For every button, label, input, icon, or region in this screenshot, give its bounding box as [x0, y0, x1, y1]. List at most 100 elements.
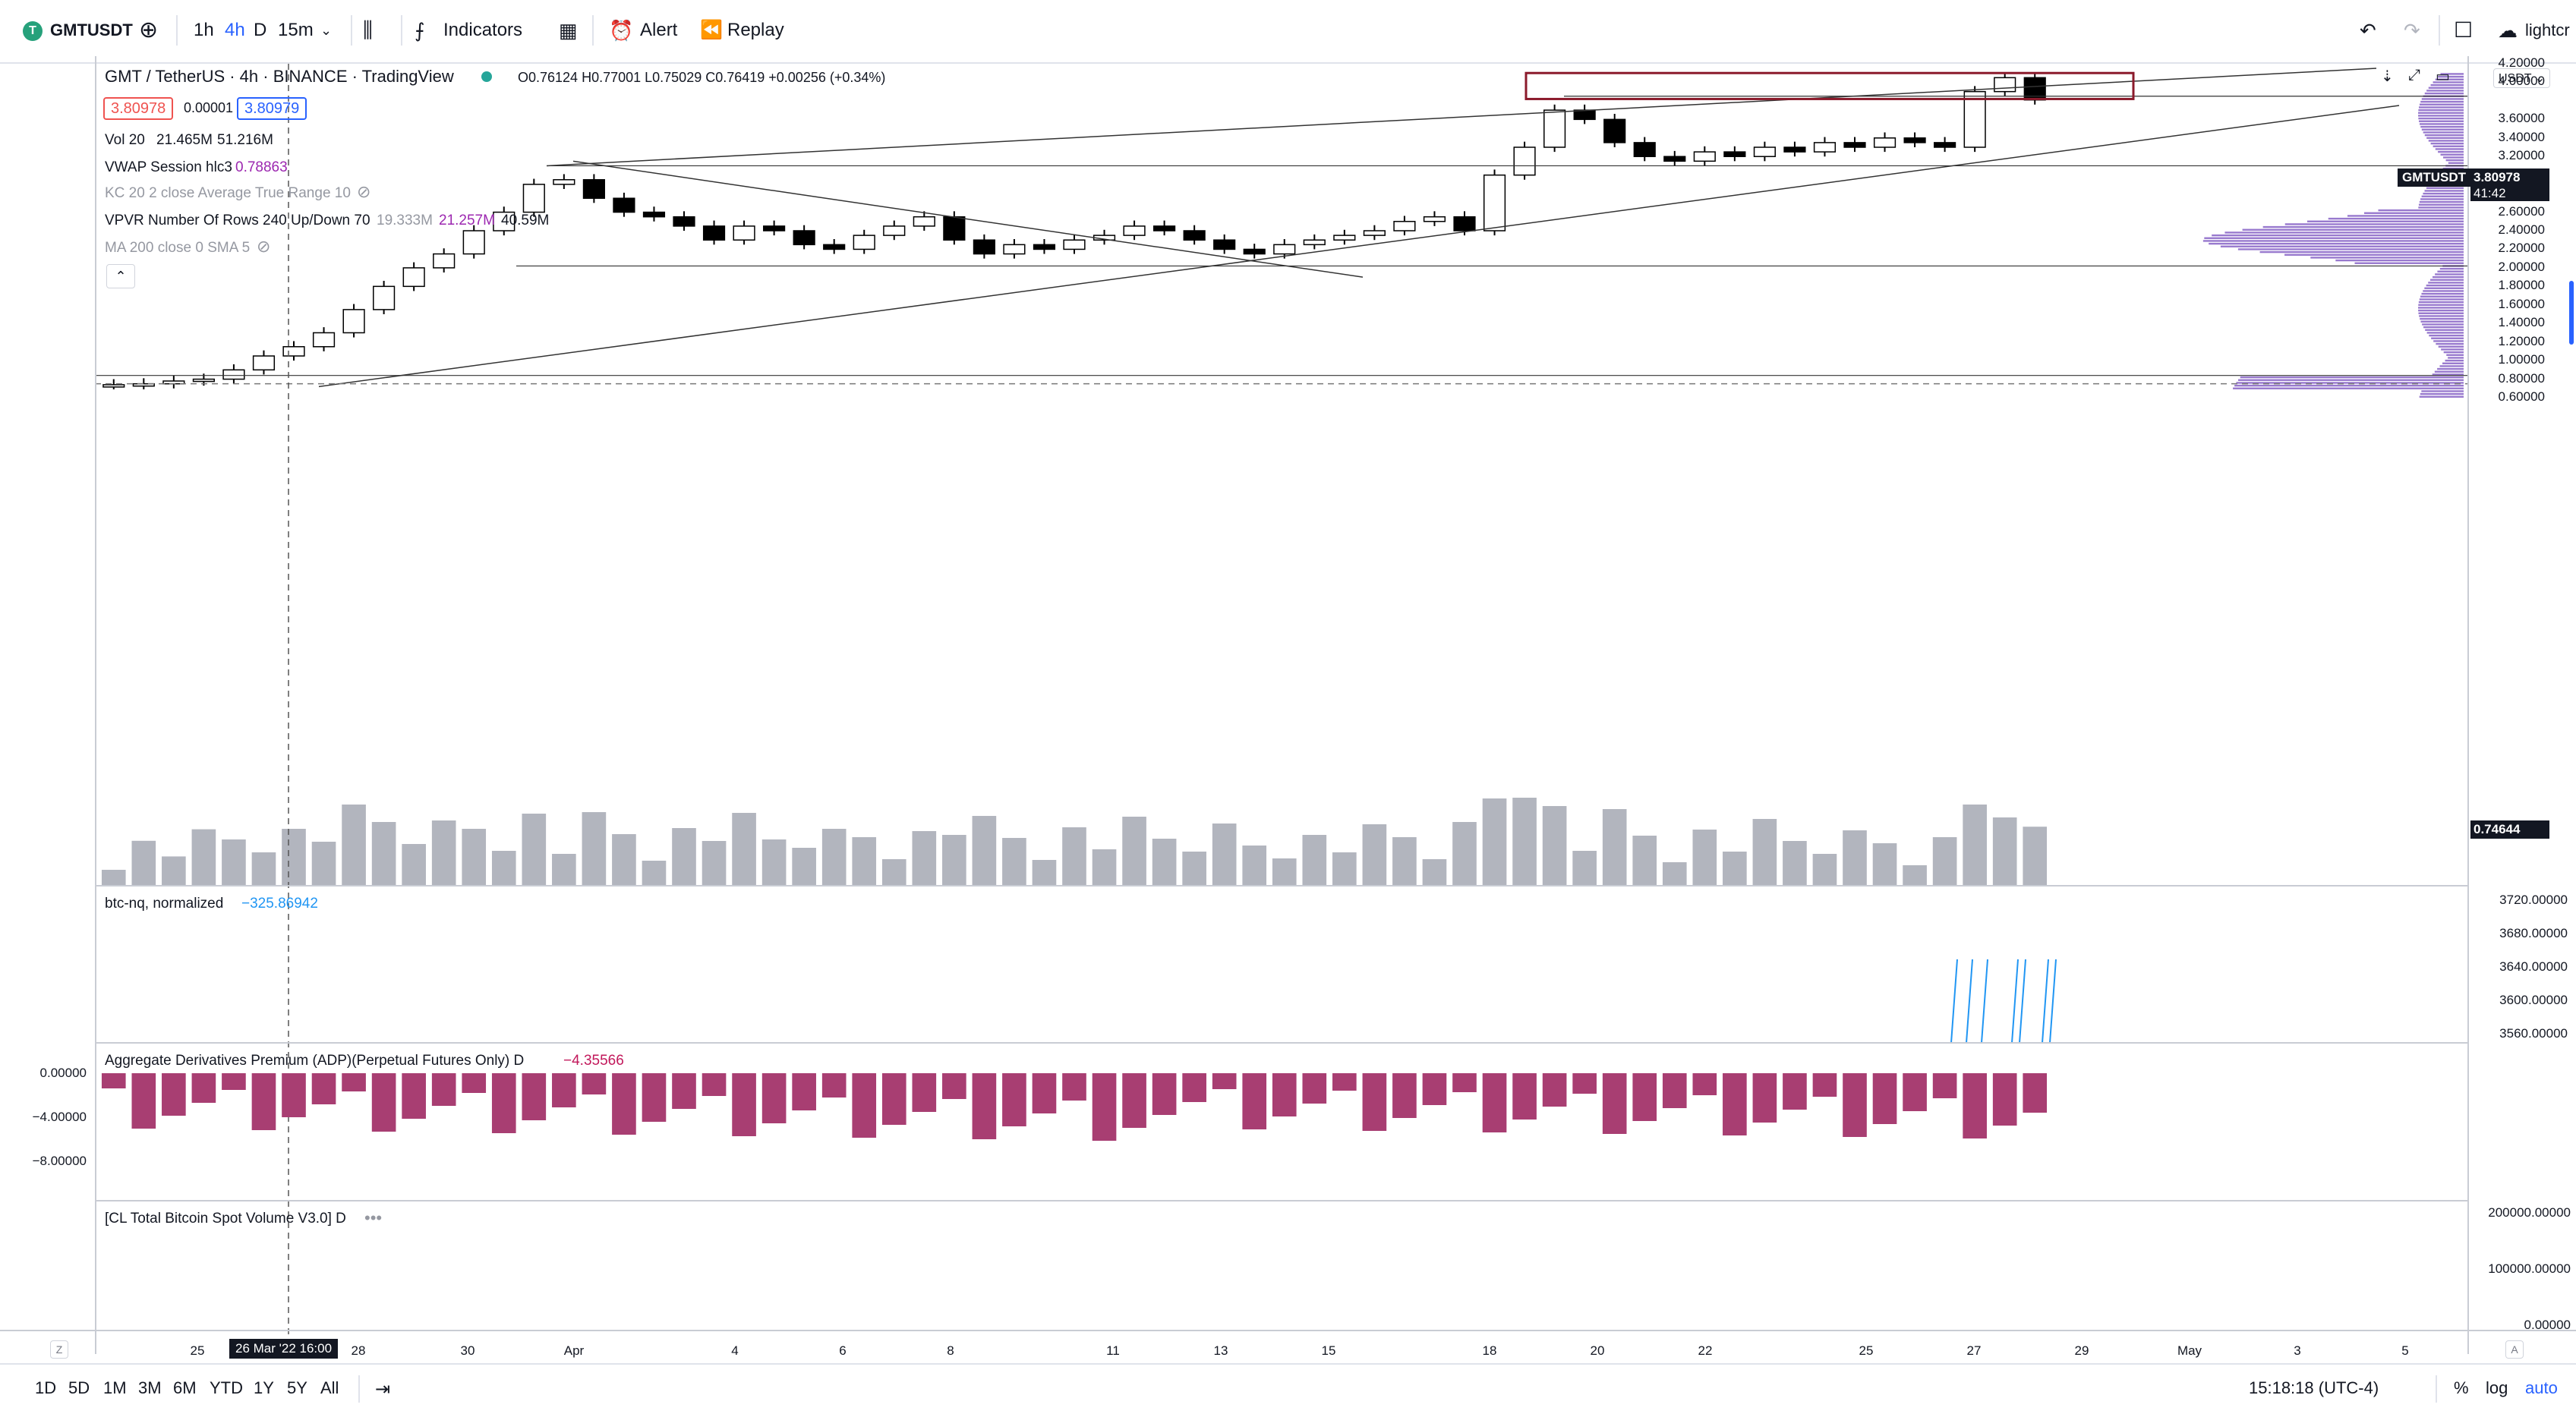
account-label[interactable]: lightcr: [2525, 20, 2570, 39]
price-tick-label: 3.20000: [2498, 148, 2545, 163]
volume-bar: [222, 839, 246, 885]
bid-price-tag[interactable]: 3.80978: [103, 97, 174, 120]
auto-scale-button[interactable]: A: [2505, 1340, 2524, 1359]
layouts-grid-icon[interactable]: ▦: [559, 19, 578, 42]
interval-15m[interactable]: 15m: [278, 20, 314, 40]
adp-label[interactable]: Aggregate Derivatives Premium (ADP)(Perp…: [105, 1053, 525, 1069]
adp-bar: [1512, 1073, 1537, 1120]
vpvr-row: [2438, 75, 2464, 78]
vpvr-label[interactable]: VPVR Number Of Rows 240 Up/Down 70: [105, 213, 370, 228]
interval-1h[interactable]: 1h: [194, 20, 214, 40]
vpvr-row: [2448, 357, 2464, 359]
volume-bar: [1482, 798, 1507, 885]
redo-icon[interactable]: ↷: [2404, 19, 2420, 42]
btc-nq-label[interactable]: btc-nq, normalized: [105, 896, 224, 912]
compare-add-icon[interactable]: ⊕: [139, 17, 159, 43]
adp-bar: [1662, 1073, 1687, 1108]
pane-separator[interactable]: [95, 1042, 2467, 1044]
range-ytd[interactable]: YTD: [210, 1378, 243, 1397]
price-tick-label: 1.00000: [2498, 352, 2545, 367]
price-tick-label: 0.80000: [2498, 370, 2545, 386]
ask-price-tag[interactable]: 3.80979: [237, 97, 307, 120]
auto-scale-toggle[interactable]: auto: [2525, 1378, 2558, 1397]
chart-canvas[interactable]: [0, 64, 2576, 1354]
candle-body: [613, 197, 635, 213]
candle-body: [1423, 216, 1446, 222]
chart-type-candles-icon[interactable]: ⫼: [363, 18, 373, 42]
undo-icon[interactable]: ↶: [2360, 19, 2376, 42]
volume-bar: [1572, 851, 1597, 885]
vpvr-row: [2434, 370, 2464, 373]
vwap-label[interactable]: VWAP Session hlc3: [105, 159, 232, 175]
maximize-pane-icon[interactable]: ⤢: [2408, 67, 2420, 83]
range-5d[interactable]: 5D: [68, 1378, 90, 1397]
replay-icon[interactable]: ⏪: [700, 20, 723, 40]
scroll-down-icon[interactable]: ⇣: [2381, 68, 2394, 85]
kc-label[interactable]: KC 20 2 close Average True Range 10: [105, 185, 351, 201]
zoom-reset-button[interactable]: Z: [50, 1340, 68, 1359]
symbol-search[interactable]: GMTUSDT: [50, 20, 133, 39]
cl-label[interactable]: [CL Total Bitcoin Spot Volume V3.0] D: [105, 1211, 346, 1227]
pane-separator[interactable]: [95, 1200, 2467, 1201]
vol-label[interactable]: Vol 20: [105, 132, 145, 148]
vpvr-row: [2424, 134, 2464, 137]
pane-separator[interactable]: [95, 885, 2467, 887]
candle-body: [1934, 142, 1956, 148]
vpvr-row: [2233, 387, 2464, 389]
range-6m[interactable]: 6M: [173, 1378, 197, 1397]
currency-selector[interactable]: USDT ⌄: [2493, 68, 2551, 88]
interval-dropdown-chevron-icon[interactable]: ⌄: [320, 23, 333, 38]
volume-bar: [1783, 841, 1807, 885]
fullscreen-icon[interactable]: ☐: [2454, 18, 2474, 42]
percent-scale-toggle[interactable]: %: [2454, 1378, 2469, 1397]
interval-4h[interactable]: 4h: [225, 20, 245, 40]
cloud-icon[interactable]: ☁: [2498, 19, 2518, 42]
range-1y[interactable]: 1Y: [254, 1378, 274, 1397]
replay-button[interactable]: Replay: [727, 20, 784, 40]
pane-settings-icon[interactable]: ▭: [2436, 68, 2450, 85]
hidden-eye-icon[interactable]: ⊘: [257, 237, 271, 256]
scrollbar-thumb[interactable]: [2569, 281, 2574, 345]
go-to-date-icon[interactable]: ⇥: [375, 1379, 391, 1400]
price-tick-label: 1.80000: [2498, 278, 2545, 293]
range-5y[interactable]: 5Y: [287, 1378, 307, 1397]
more-options-icon[interactable]: •••: [364, 1208, 383, 1227]
alert-clock-icon[interactable]: ⏰: [609, 19, 634, 42]
hidden-eye-icon[interactable]: ⊘: [357, 182, 371, 201]
clock-timezone[interactable]: 15:18:18 (UTC-4): [2249, 1378, 2379, 1397]
range-1m[interactable]: 1M: [103, 1378, 127, 1397]
volume-bar: [282, 829, 306, 885]
collapse-legend-chevron-icon[interactable]: ⌃: [106, 264, 135, 288]
vpvr-row: [2423, 290, 2464, 292]
range-1d[interactable]: 1D: [35, 1378, 57, 1397]
log-scale-toggle[interactable]: log: [2486, 1378, 2508, 1397]
candle-body: [1723, 151, 1746, 157]
ma-label[interactable]: MA 200 close 0 SMA 5: [105, 240, 251, 256]
vwap-price-tag: 0.74644: [2470, 820, 2549, 839]
btc-nq-line: [1950, 959, 2057, 1044]
adp-bar: [431, 1073, 456, 1106]
candle-body: [1273, 244, 1296, 255]
interval-d[interactable]: D: [254, 20, 267, 40]
vpvr-row: [2209, 242, 2464, 245]
adp-bar: [582, 1073, 607, 1094]
adp-bar: [342, 1073, 366, 1091]
adp-bar: [1632, 1073, 1657, 1121]
range-3m[interactable]: 3M: [138, 1378, 162, 1397]
vpvr-row: [2418, 304, 2464, 306]
crosshair-time-label: 26 Mar '22 16:00: [229, 1339, 339, 1359]
indicators-button[interactable]: Indicators: [443, 20, 523, 40]
candle-body: [1003, 244, 1026, 255]
alert-button[interactable]: Alert: [640, 20, 678, 40]
adp-bar: [1152, 1073, 1177, 1115]
vpvr-row: [2419, 106, 2464, 109]
price-tick-label: 4.00000: [2498, 74, 2545, 89]
range-all[interactable]: All: [320, 1378, 339, 1397]
volume-bar: [1272, 858, 1297, 885]
top-toolbar: T GMTUSDT ⊕ 1h 4h D 15m ⌄ ⫼ ⨍ Indicators…: [0, 0, 2576, 64]
vpvr-row: [2432, 276, 2464, 279]
candle-body: [1333, 235, 1356, 241]
indicators-icon[interactable]: ⨍: [415, 19, 425, 42]
spread-value: 0.00001: [184, 100, 234, 115]
volume-bar: [1512, 798, 1537, 885]
